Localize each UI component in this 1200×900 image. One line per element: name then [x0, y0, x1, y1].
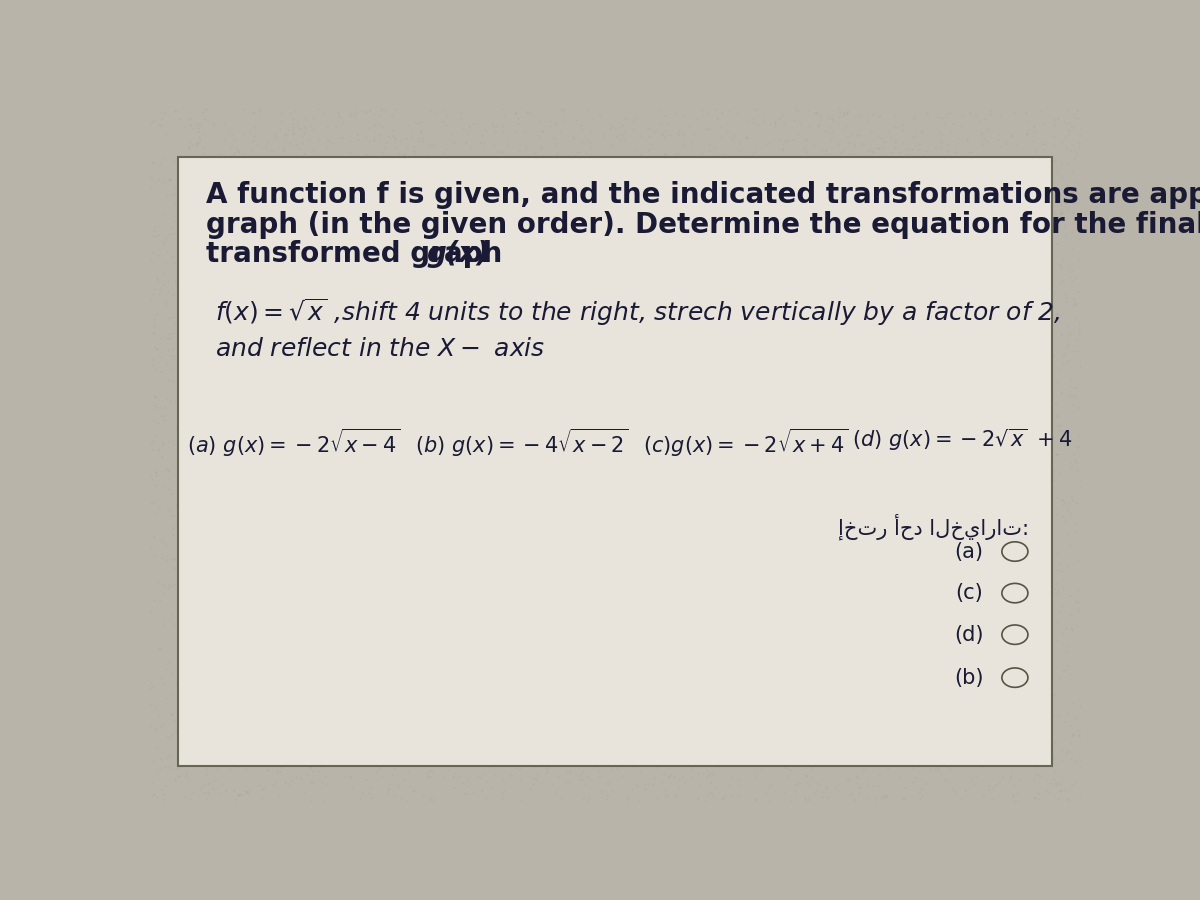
Text: (b): (b) — [954, 668, 983, 688]
Point — [668, 408, 688, 422]
Point — [1121, 201, 1140, 215]
Point — [1175, 114, 1194, 129]
Point — [967, 77, 986, 92]
Point — [642, 383, 661, 398]
Point — [784, 25, 803, 40]
Text: A function f is given, and the indicated transformations are applied to its: A function f is given, and the indicated… — [206, 181, 1200, 209]
Point — [667, 193, 686, 207]
Point — [626, 279, 646, 293]
Point — [929, 91, 948, 105]
Point — [934, 49, 953, 63]
Point — [774, 141, 793, 156]
Point — [883, 110, 902, 124]
Point — [920, 81, 940, 95]
Point — [1144, 285, 1163, 300]
Point — [860, 220, 880, 234]
Point — [1092, 375, 1111, 390]
Point — [833, 248, 852, 263]
Text: (c): (c) — [955, 583, 983, 603]
Point — [725, 381, 744, 395]
Point — [764, 52, 784, 67]
Point — [968, 67, 988, 81]
Point — [635, 82, 654, 96]
Point — [709, 64, 728, 78]
Text: $(d)\ g(x) = -2\sqrt{x}\ +4$: $(d)\ g(x) = -2\sqrt{x}\ +4$ — [852, 427, 1073, 453]
Point — [743, 301, 762, 315]
Point — [871, 139, 890, 153]
Point — [1175, 335, 1194, 349]
Point — [1019, 86, 1038, 100]
Point — [724, 431, 743, 446]
Text: $(a)\ g(x) = -2\sqrt{x-4}$: $(a)\ g(x) = -2\sqrt{x-4}$ — [187, 427, 401, 459]
Text: (d): (d) — [954, 625, 983, 644]
Point — [932, 193, 952, 207]
Text: transformed graph: transformed graph — [206, 239, 511, 267]
Point — [1093, 32, 1112, 46]
Point — [986, 366, 1006, 381]
Text: and reflect in the $X-$ axis: and reflect in the $X-$ axis — [215, 337, 545, 361]
Text: إختر أحد الخيارات:: إختر أحد الخيارات: — [838, 513, 1028, 540]
Point — [866, 221, 886, 236]
Point — [1067, 328, 1086, 343]
Point — [619, 393, 638, 408]
Point — [918, 414, 937, 428]
Point — [935, 220, 954, 234]
Point — [1116, 159, 1135, 174]
Text: .: . — [469, 239, 490, 267]
Text: graph (in the given order). Determine the equation for the final: graph (in the given order). Determine th… — [206, 211, 1200, 239]
FancyBboxPatch shape — [178, 157, 1052, 767]
Point — [842, 151, 862, 166]
Point — [1148, 103, 1168, 117]
Text: $f(x) = \sqrt{x}$ ,shift 4 units to the right, strech vertically by a factor of : $f(x) = \sqrt{x}$ ,shift 4 units to the … — [215, 296, 1061, 328]
Point — [972, 428, 991, 443]
Point — [830, 264, 850, 278]
Point — [1092, 298, 1111, 312]
Point — [1118, 427, 1138, 441]
Point — [1132, 293, 1151, 308]
Text: $(c)g(x) = -2\sqrt{x+4}$: $(c)g(x) = -2\sqrt{x+4}$ — [643, 427, 848, 459]
Point — [1019, 1, 1038, 15]
Point — [1138, 382, 1157, 396]
Point — [708, 337, 727, 351]
Text: $(b)\ g(x) = -4\sqrt{x-2}$: $(b)\ g(x) = -4\sqrt{x-2}$ — [415, 427, 629, 459]
Point — [1031, 26, 1050, 40]
Point — [842, 47, 862, 61]
Point — [1060, 61, 1079, 76]
Point — [745, 134, 764, 148]
Point — [694, 152, 713, 166]
Text: g(x): g(x) — [426, 239, 490, 267]
Point — [948, 244, 967, 258]
Point — [869, 94, 888, 109]
Point — [1130, 365, 1150, 380]
Point — [1000, 24, 1019, 39]
Text: (a): (a) — [954, 542, 983, 562]
Point — [1198, 257, 1200, 272]
